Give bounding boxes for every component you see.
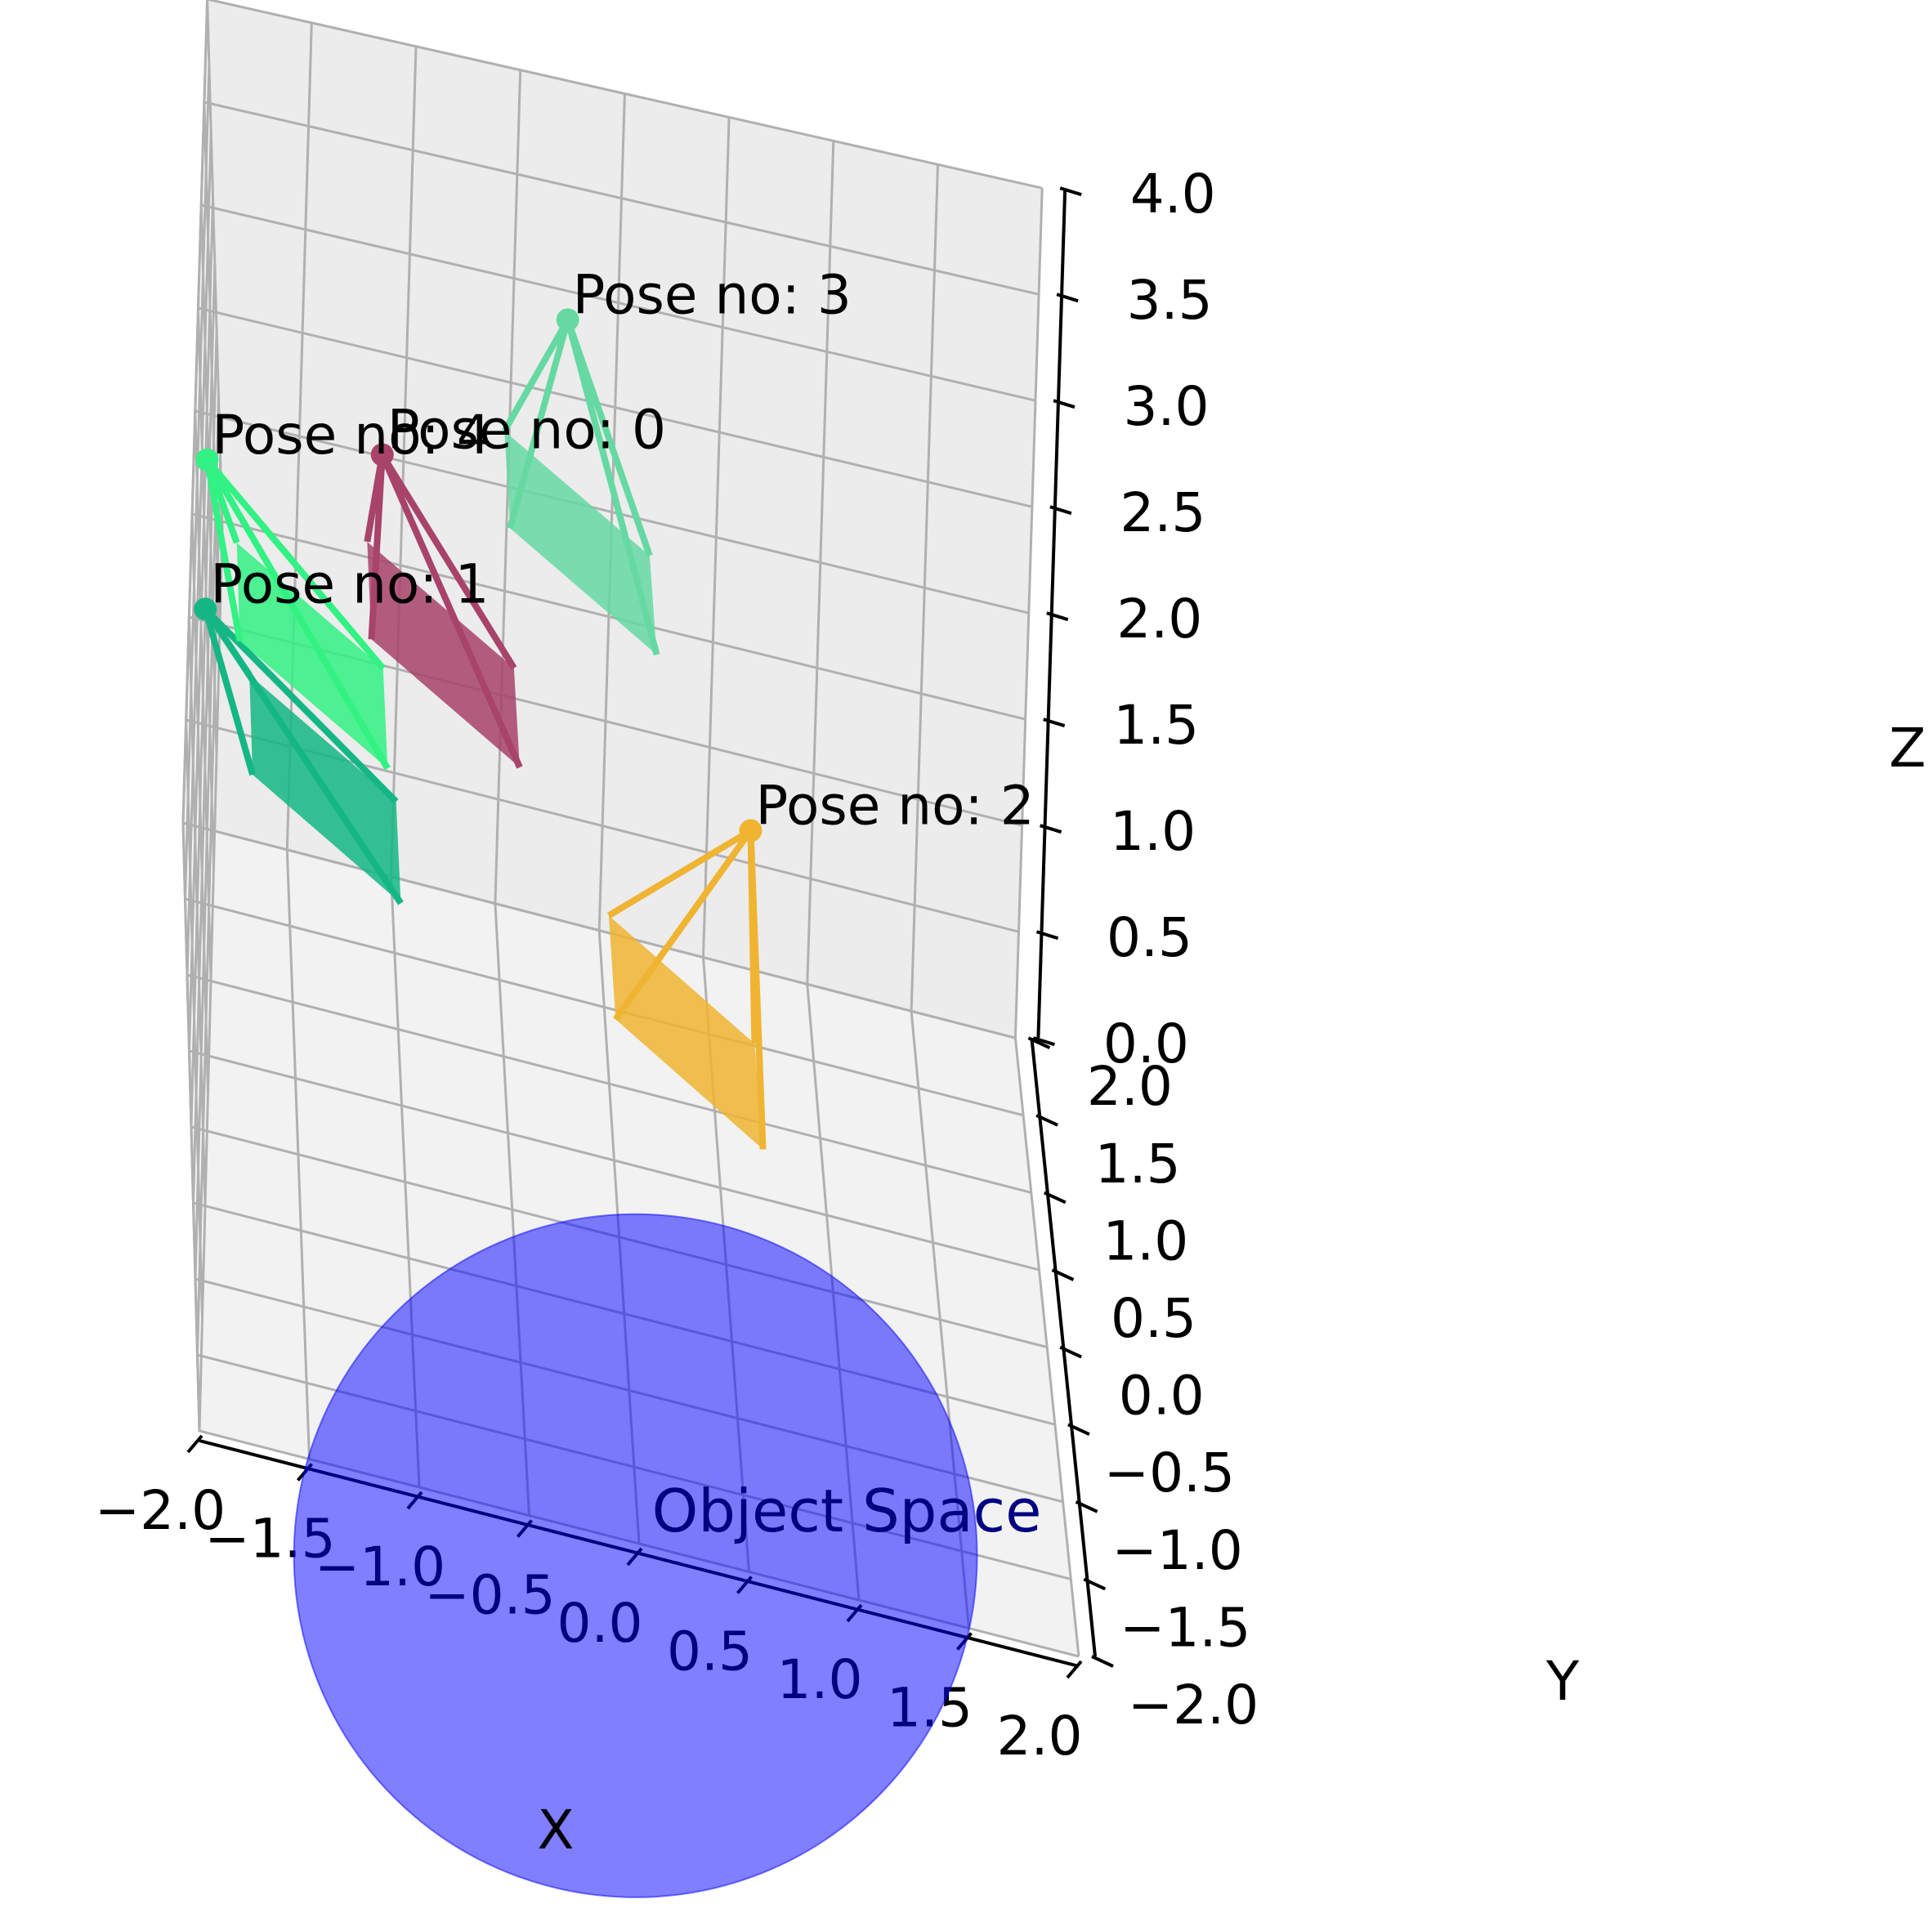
y-tick (1059, 1345, 1083, 1359)
grid-line-y (181, 0, 1016, 1039)
y-tick-label: −1.5 (1120, 1596, 1250, 1659)
y-tick-label: −1.0 (1111, 1519, 1242, 1582)
grid-line-y (187, 197, 1040, 1272)
pose-frustum-edge (202, 608, 256, 776)
y-tick (1083, 1577, 1107, 1591)
y-tick-label: 0.5 (1111, 1287, 1196, 1350)
z-tick (1043, 717, 1066, 728)
pose-label: Pose no: 1 (210, 552, 489, 615)
pose-label: Pose no: 0 (387, 398, 666, 461)
z-tick (1059, 186, 1082, 197)
pose-frustum-edge (613, 829, 754, 1021)
y-tick (1075, 1500, 1098, 1513)
y-tick-label: 1.5 (1095, 1133, 1181, 1196)
object-space-label: Object Space (652, 1477, 1042, 1545)
z-tick-label: 1.0 (1110, 800, 1196, 863)
z-tick-label: 3.5 (1127, 269, 1213, 332)
z-tick-label: 2.5 (1120, 481, 1205, 544)
y-tick-label: −0.5 (1104, 1442, 1235, 1504)
z-axis-label: Z (1889, 717, 1925, 780)
z-tick (1046, 611, 1069, 622)
pose-frustum-base (504, 431, 657, 655)
z-tick (1040, 824, 1062, 834)
pose-marker (195, 448, 219, 472)
pose-frustum-edge (501, 318, 571, 433)
y-tick-label: 1.0 (1102, 1209, 1188, 1272)
pose-marker (739, 819, 763, 843)
x-tick-label: 2.0 (997, 1705, 1083, 1768)
pose-frustum-base (236, 543, 388, 769)
pose-frustum-edge (379, 453, 523, 769)
x-tick (186, 1434, 203, 1454)
z-tick (1035, 930, 1059, 941)
y-tick (1067, 1423, 1090, 1437)
pose-frustum-edge (368, 454, 386, 640)
z-tick (1053, 399, 1076, 409)
y-axis-label: Y (1545, 1650, 1580, 1713)
pose-marker (370, 443, 394, 467)
pose-frustum-edge (364, 454, 386, 543)
z-tick-label: 3.0 (1124, 375, 1210, 438)
pose-frustum-base (367, 541, 520, 768)
x-axis-label: X (537, 1799, 574, 1862)
z-tick-label: 2.0 (1116, 588, 1202, 650)
z-tick-label: 0.5 (1107, 906, 1192, 969)
y-tick (1035, 1113, 1058, 1127)
z-tick (1049, 505, 1072, 516)
pose-frustum-edge (203, 459, 244, 642)
scene-objects (194, 308, 978, 1898)
y-tick-label: −2.0 (1128, 1674, 1259, 1737)
pose-label: Pose no: 3 (573, 263, 852, 326)
pose-frustum-edge (747, 830, 758, 1044)
y-tick (1091, 1655, 1114, 1668)
y-tick (1027, 1036, 1051, 1050)
x-tick-label: −2.0 (95, 1479, 226, 1542)
pose-frustum-edge (203, 458, 240, 544)
pose-marker (556, 308, 579, 332)
pose-frustum-edge (564, 319, 660, 656)
pose-frustum-edge (564, 319, 653, 557)
object-sphere (293, 1213, 978, 1898)
pose-marker (194, 597, 217, 621)
pose-label: Pose no: 4 (212, 404, 490, 467)
z-tick-label: 4.0 (1130, 163, 1216, 226)
z-tick-label: 1.5 (1113, 694, 1199, 757)
z-tick (1032, 1036, 1055, 1047)
pose-frustum-edge (606, 828, 753, 919)
pose-label: Pose no: 2 (756, 774, 1035, 837)
z-tick (1056, 293, 1079, 303)
z-tick-label: 0.0 (1103, 1012, 1189, 1075)
grid-line-z (206, 0, 1043, 530)
y-tick (1043, 1191, 1067, 1205)
y-tick (1051, 1268, 1075, 1281)
pose-frustum-edge (204, 458, 391, 771)
pose-frustum-edge (202, 607, 253, 677)
x-tick (1066, 1660, 1083, 1679)
y-tick-label: 2.0 (1087, 1055, 1173, 1118)
pose-frustum-edge (379, 453, 517, 670)
axis-ticks: −2.0−1.5−1.0−0.50.00.51.01.52.0−2.0−1.5−… (95, 163, 1259, 1768)
pose-frustum-edge (204, 458, 386, 671)
scene-labels: Object Space Pose no: 0 Pose no: 1 Pose no:… (210, 263, 1041, 1544)
y-tick-label: 0.0 (1119, 1365, 1205, 1428)
pose-frustum-edge (507, 319, 571, 530)
